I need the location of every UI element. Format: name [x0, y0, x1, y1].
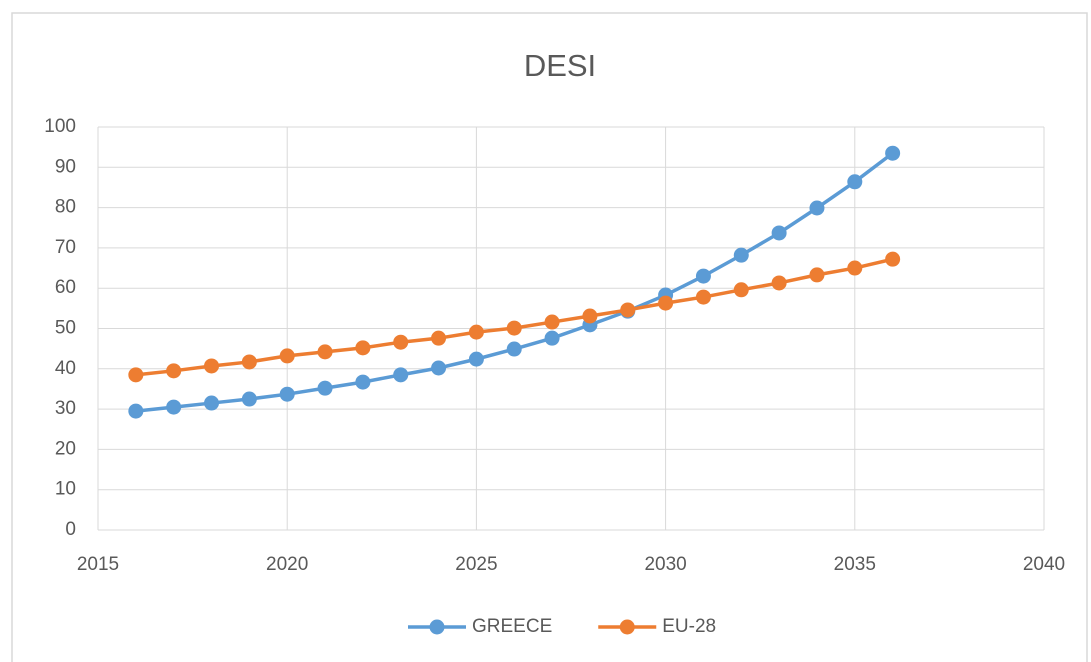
- x-tick-label: 2030: [644, 554, 686, 575]
- data-point: [809, 200, 825, 216]
- data-point: [506, 320, 522, 336]
- data-point: [468, 351, 484, 367]
- y-tick-label: 50: [55, 318, 76, 339]
- data-point: [695, 289, 711, 305]
- chart-title: DESI: [524, 48, 596, 83]
- data-point: [355, 374, 371, 390]
- data-point: [809, 267, 825, 283]
- y-tick-label: 70: [55, 237, 76, 258]
- data-point: [355, 340, 371, 356]
- data-point: [279, 386, 295, 402]
- data-point: [658, 295, 674, 311]
- data-point: [544, 314, 560, 330]
- x-tick-label: 2035: [834, 554, 876, 575]
- legend-marker: [429, 619, 445, 635]
- data-point: [733, 247, 749, 263]
- data-point: [771, 225, 787, 241]
- data-point: [128, 403, 144, 419]
- data-point: [885, 251, 901, 267]
- data-point: [166, 399, 182, 415]
- y-tick-label: 30: [55, 398, 76, 419]
- y-tick-label: 40: [55, 358, 76, 379]
- y-tick-label: 0: [65, 519, 76, 540]
- legend-label: GREECE: [472, 616, 552, 637]
- data-point: [393, 367, 409, 383]
- y-tick-label: 100: [44, 116, 76, 137]
- data-point: [317, 380, 333, 396]
- data-point: [431, 360, 447, 376]
- data-point: [317, 344, 333, 360]
- data-point: [885, 145, 901, 161]
- legend-marker: [619, 619, 635, 635]
- data-point: [279, 348, 295, 364]
- data-point: [771, 275, 787, 291]
- x-tick-label: 2040: [1023, 554, 1065, 575]
- data-point: [695, 268, 711, 284]
- y-tick-label: 90: [55, 156, 76, 177]
- data-point: [847, 174, 863, 190]
- y-tick-label: 80: [55, 197, 76, 218]
- x-tick-label: 2025: [455, 554, 497, 575]
- data-point: [241, 391, 257, 407]
- data-point: [393, 334, 409, 350]
- y-tick-label: 20: [55, 438, 76, 459]
- data-point: [582, 308, 598, 324]
- y-tick-label: 60: [55, 277, 76, 298]
- data-point: [204, 358, 220, 374]
- data-point: [166, 363, 182, 379]
- x-tick-label: 2015: [77, 554, 119, 575]
- data-point: [733, 282, 749, 298]
- data-point: [847, 260, 863, 276]
- y-tick-label: 10: [55, 479, 76, 500]
- data-point: [241, 354, 257, 370]
- data-point: [431, 330, 447, 346]
- data-point: [128, 367, 144, 383]
- data-point: [620, 302, 636, 318]
- x-tick-label: 2020: [266, 554, 308, 575]
- legend-label: EU-28: [662, 616, 716, 637]
- data-point: [544, 330, 560, 346]
- data-point: [468, 324, 484, 340]
- data-point: [506, 341, 522, 357]
- data-point: [204, 395, 220, 411]
